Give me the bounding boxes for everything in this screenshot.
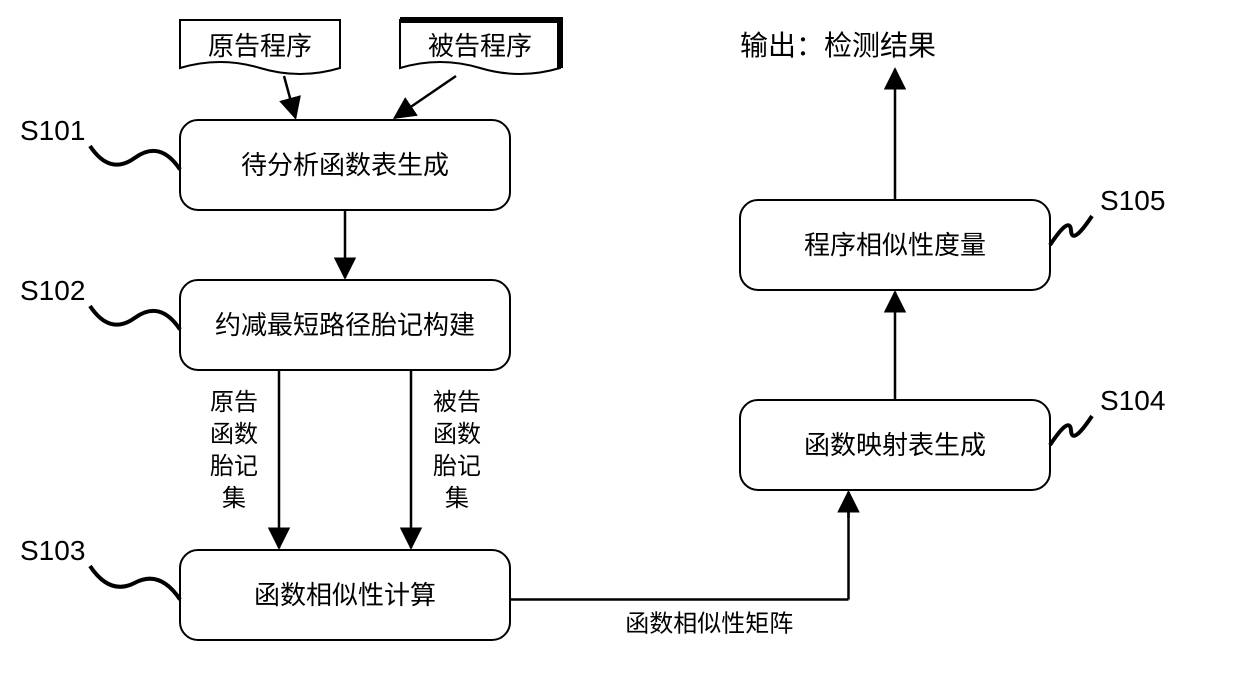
svg-text:S101: S101 xyxy=(20,115,85,146)
svg-text:S104: S104 xyxy=(1100,385,1165,416)
svg-text:程序相似性度量: 程序相似性度量 xyxy=(804,230,986,260)
svg-text:函数相似性矩阵: 函数相似性矩阵 xyxy=(625,611,793,638)
svg-text:函数映射表生成: 函数映射表生成 xyxy=(804,430,986,460)
svg-text:被告: 被告 xyxy=(433,389,481,416)
svg-text:S102: S102 xyxy=(20,275,85,306)
flowchart-canvas: 原告程序 被告程序待分析函数表生成约减最短路径胎记构建函数相似性计算 函数映射表生成… xyxy=(0,0,1240,699)
svg-text:集: 集 xyxy=(445,485,469,512)
svg-text:约减最短路径胎记构建: 约减最短路径胎记构建 xyxy=(215,310,475,340)
svg-text:胎记: 胎记 xyxy=(210,453,258,480)
svg-text:被告程序: 被告程序 xyxy=(428,31,532,61)
svg-text:原告: 原告 xyxy=(210,389,258,416)
svg-text:待分析函数表生成: 待分析函数表生成 xyxy=(241,150,449,180)
svg-text:函数: 函数 xyxy=(210,421,258,448)
svg-text:集: 集 xyxy=(222,485,246,512)
svg-text:函数: 函数 xyxy=(433,421,481,448)
svg-text:原告程序: 原告程序 xyxy=(208,31,312,61)
svg-text:输出：检测结果: 输出：检测结果 xyxy=(740,30,936,61)
svg-text:胎记: 胎记 xyxy=(433,453,481,480)
svg-text:S103: S103 xyxy=(20,535,85,566)
svg-text:S105: S105 xyxy=(1100,185,1165,216)
svg-text:函数相似性计算: 函数相似性计算 xyxy=(254,580,436,610)
